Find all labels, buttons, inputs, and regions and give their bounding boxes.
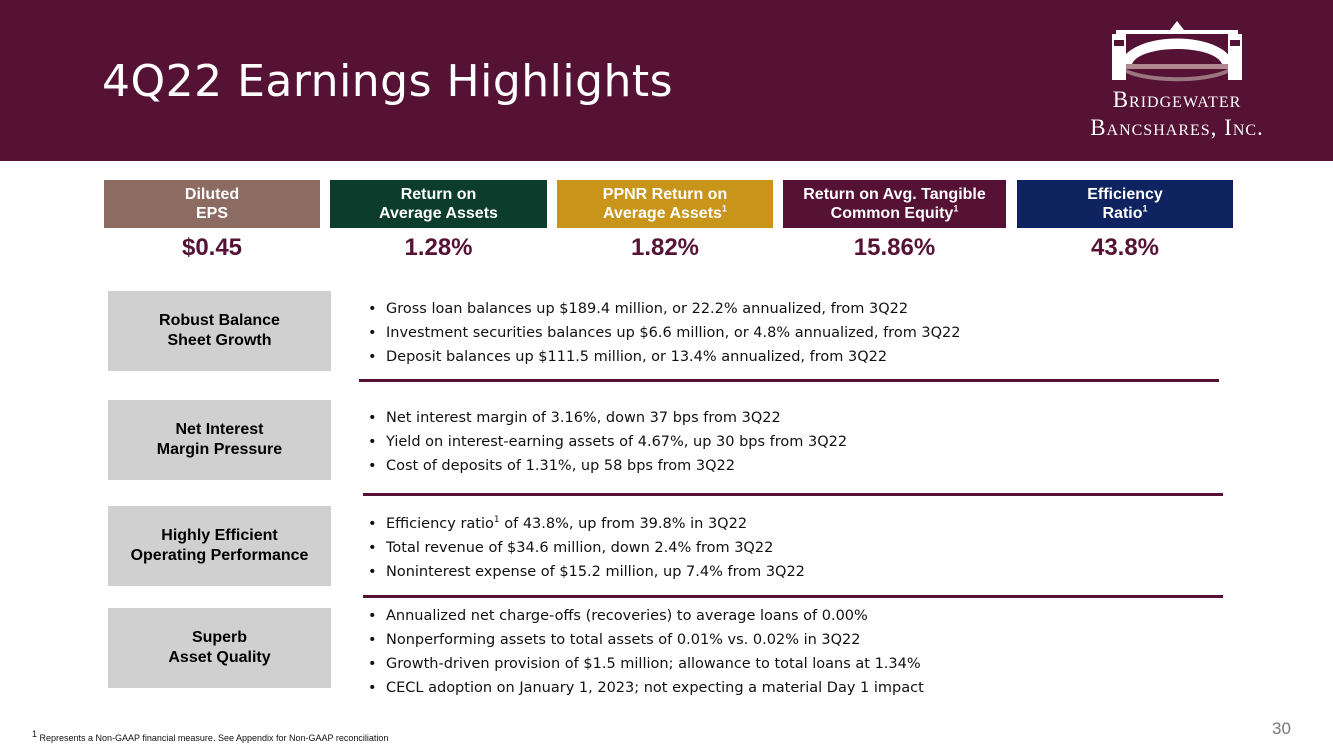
list-item: Total revenue of $34.6 million, down 2.4… [368, 536, 805, 560]
page-title: 4Q22 Earnings Highlights [102, 56, 674, 107]
kpi-ppnr-roaa-box: PPNR Return on Average Assets1 [557, 180, 773, 228]
section-label-line2: Sheet Growth [167, 332, 272, 349]
list-item: Annualized net charge-offs (recoveries) … [368, 604, 924, 628]
kpi-label-line1: Efficiency [1087, 186, 1163, 203]
list-item: CECL adoption on January 1, 2023; not ex… [368, 676, 924, 700]
section-label-line2: Margin Pressure [156, 441, 283, 458]
list-item: Deposit balances up $111.5 million, or 1… [368, 345, 961, 369]
kpi-roaa-value: 1.28% [404, 234, 473, 261]
kpi-label-line1: PPNR Return on [602, 186, 728, 203]
section-label-asset-quality: Superb Asset Quality [108, 608, 331, 688]
list-item: Net interest margin of 3.16%, down 37 bp… [368, 406, 847, 430]
footnote-marker: 1 [953, 203, 959, 214]
list-item: Yield on interest-earning assets of 4.67… [368, 430, 847, 454]
section-label-line2: Operating Performance [130, 547, 309, 564]
list-item: Growth-driven provision of $1.5 million;… [368, 652, 924, 676]
kpi-label-line1: Return on [400, 186, 477, 203]
section-divider [363, 493, 1223, 496]
kpi-label-line2: Ratio1 [1102, 203, 1148, 222]
kpi-roaa-box: Return on Average Assets [330, 180, 547, 228]
kpi-efficiency-box: Efficiency Ratio1 [1017, 180, 1233, 228]
kpi-diluted-eps-box: Diluted EPS [104, 180, 320, 228]
list-item: Efficiency ratio1 of 43.8%, up from 39.8… [368, 512, 805, 536]
logo-wordmark: Bridgewater Bancshares, Inc. [1062, 86, 1292, 142]
section-label-balance-sheet: Robust Balance Sheet Growth [108, 291, 331, 371]
list-item: Gross loan balances up $189.4 million, o… [368, 297, 961, 321]
section-divider [359, 379, 1219, 382]
company-logo: Bridgewater Bancshares, Inc. [1062, 14, 1292, 144]
page-number: 30 [1272, 719, 1291, 738]
footnote-marker: 1 [32, 729, 38, 739]
footnote: 1 Represents a Non-GAAP financial measur… [32, 729, 389, 744]
section-label-line2: Asset Quality [168, 649, 271, 666]
kpi-label-line1: Return on Avg. Tangible [803, 186, 986, 203]
footnote-marker: 1 [1142, 203, 1148, 214]
bullet-list-balance-sheet: Gross loan balances up $189.4 million, o… [368, 297, 961, 369]
footnote-marker: 1 [493, 515, 500, 526]
kpi-diluted-eps-value: $0.45 [181, 234, 243, 261]
list-item: Nonperforming assets to total assets of … [368, 628, 924, 652]
kpi-label-line1: Diluted [184, 186, 240, 203]
kpi-label-line2: Average Assets1 [603, 203, 727, 222]
kpi-label-line2: Average Assets [379, 205, 498, 222]
section-label-line1: Highly Efficient [161, 527, 278, 544]
bullet-list-net-interest-margin: Net interest margin of 3.16%, down 37 bp… [368, 406, 847, 478]
footnote-marker: 1 [721, 203, 727, 214]
bridge-arch-icon [1112, 21, 1242, 82]
bullet-list-asset-quality: Annualized net charge-offs (recoveries) … [368, 604, 924, 700]
list-item: Investment securities balances up $6.6 m… [368, 321, 961, 345]
kpi-label-line2: EPS [195, 205, 228, 222]
header-banner: 4Q22 Earnings Highlights Bridgewater Ban… [0, 0, 1333, 161]
kpi-efficiency-value: 43.8% [1090, 234, 1160, 261]
logo-line-1: Bridgewater [1112, 87, 1242, 112]
section-divider [363, 595, 1223, 598]
kpi-ppnr-roaa-value: 1.82% [630, 234, 700, 261]
section-label-net-interest-margin: Net Interest Margin Pressure [108, 400, 331, 480]
section-label-line1: Net Interest [175, 421, 264, 438]
list-item: Cost of deposits of 1.31%, up 58 bps fro… [368, 454, 847, 478]
section-label-line1: Superb [191, 629, 248, 646]
list-item: Noninterest expense of $15.2 million, up… [368, 560, 805, 584]
bullet-list-operating-performance: Efficiency ratio1 of 43.8%, up from 39.8… [368, 512, 805, 584]
logo-line-2: Bancshares, Inc. [1090, 115, 1264, 140]
kpi-rotce-value: 15.86% [853, 234, 936, 261]
section-label-line1: Robust Balance [159, 312, 280, 329]
kpi-label-line2: Common Equity1 [830, 203, 959, 222]
kpi-rotce-box: Return on Avg. Tangible Common Equity1 [783, 180, 1006, 228]
section-label-operating-performance: Highly Efficient Operating Performance [108, 506, 331, 586]
